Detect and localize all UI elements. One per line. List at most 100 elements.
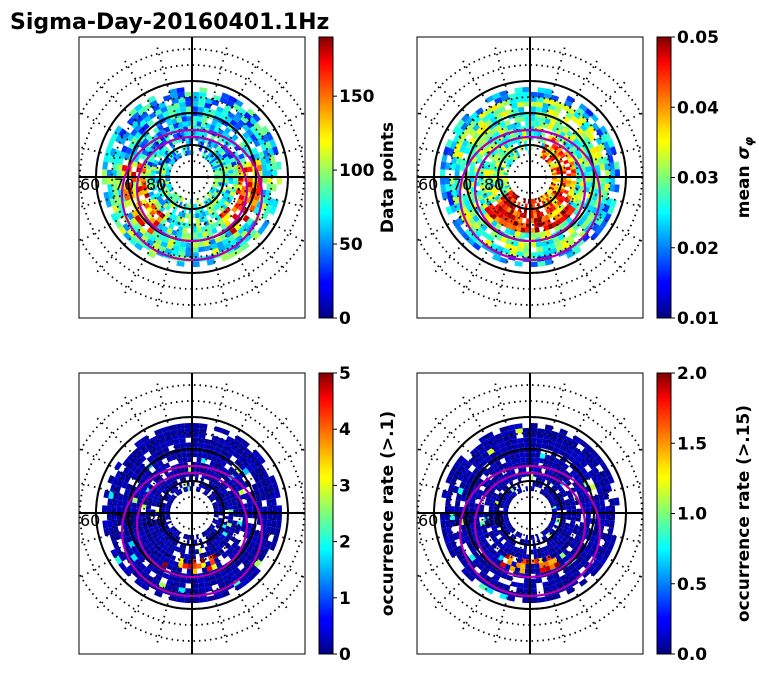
heatmap-cell <box>553 481 560 488</box>
heatmap-cell <box>555 437 564 445</box>
heatmap-cell <box>503 479 509 485</box>
heatmap-cell <box>272 505 278 513</box>
panel-frame <box>78 372 306 655</box>
heatmap-cell <box>142 189 149 195</box>
heatmap-cell <box>494 97 503 105</box>
heatmap-cell <box>154 492 161 498</box>
heatmap-cell <box>555 536 562 543</box>
heatmap-cell <box>512 546 518 552</box>
heatmap-cell <box>172 245 180 252</box>
heatmap-cell <box>143 538 151 546</box>
heatmap-cell <box>226 522 232 528</box>
heatmap-cell <box>598 493 605 501</box>
heatmap-cell <box>116 519 123 527</box>
heatmap-cell <box>441 191 448 201</box>
heatmap-cell <box>213 178 219 182</box>
heatmap-cell <box>490 555 498 563</box>
heatmap-cell <box>245 561 254 570</box>
heatmap-cell <box>506 460 513 467</box>
heatmap-cell <box>452 149 460 158</box>
heatmap-cell <box>517 106 525 113</box>
heatmap-cell <box>185 150 189 156</box>
heatmap-cell <box>483 133 491 141</box>
heatmap-cell <box>591 542 599 551</box>
heatmap-cell <box>561 578 571 586</box>
heatmap-cell <box>209 124 216 131</box>
heatmap-cell <box>497 464 505 472</box>
heatmap-cell <box>502 99 511 107</box>
heatmap-cell <box>469 447 479 457</box>
heatmap-cell <box>556 168 562 173</box>
heatmap-cell <box>504 501 511 506</box>
heatmap-cell <box>166 501 173 506</box>
heatmap-cell <box>158 101 167 109</box>
heatmap-cell <box>262 506 268 513</box>
heatmap-cell <box>204 102 212 109</box>
heatmap-cell <box>229 227 238 235</box>
heatmap-cell <box>490 522 496 528</box>
heatmap-cell <box>492 156 499 162</box>
heatmap-cell <box>235 447 244 456</box>
heatmap-cell <box>152 542 160 550</box>
heatmap-cell <box>475 238 484 247</box>
heatmap-cell <box>448 468 457 477</box>
heatmap-cell <box>538 221 544 228</box>
heatmap-cell <box>549 186 555 191</box>
heatmap-cell <box>555 581 564 589</box>
latitude-label: 60 <box>418 511 438 530</box>
oval-line-outer <box>458 128 602 262</box>
heatmap-cell <box>565 183 571 188</box>
heatmap-cell <box>503 541 509 547</box>
heatmap-cell <box>195 198 199 204</box>
heatmap-cell <box>235 570 244 579</box>
heatmap-cell <box>192 91 200 97</box>
heatmap-cell <box>222 195 228 201</box>
heatmap-cell <box>589 199 597 207</box>
heatmap-cell <box>605 177 611 184</box>
oval-line-inner <box>135 471 249 579</box>
heatmap-cell <box>477 153 484 160</box>
heatmap-cell <box>525 456 530 463</box>
heatmap-cell <box>158 581 167 589</box>
heatmap-cell <box>479 534 486 541</box>
heatmap-cell <box>151 440 161 448</box>
heatmap-cell <box>145 180 152 185</box>
heatmap-cell <box>275 161 282 170</box>
polar-grid <box>79 37 305 318</box>
heatmap-cell <box>486 111 495 120</box>
heatmap-cell <box>211 553 218 560</box>
heatmap-cell <box>551 178 557 182</box>
heatmap-cell <box>492 574 501 582</box>
heatmap-cell <box>208 495 214 501</box>
heatmap-cell <box>107 498 113 506</box>
heatmap-cell <box>594 500 601 508</box>
heatmap-cell <box>179 241 187 248</box>
heatmap-cell <box>488 505 494 510</box>
heatmap-cell <box>168 477 174 483</box>
heatmap-cell <box>554 241 562 248</box>
heatmap-cell <box>504 217 511 224</box>
heatmap-cell <box>145 169 152 174</box>
heatmap-cell <box>211 520 218 525</box>
heatmap-cell <box>134 558 143 567</box>
heatmap-cell <box>497 218 505 226</box>
heatmap-cell <box>257 472 265 482</box>
heatmap-cell <box>480 525 487 531</box>
heatmap-cell <box>563 99 573 108</box>
heatmap-cell <box>231 542 238 549</box>
heatmap-cell <box>581 569 591 579</box>
heatmap-cell <box>154 428 163 436</box>
heatmap-cell <box>454 177 460 184</box>
heatmap-cell <box>101 505 108 513</box>
heatmap-cell <box>496 486 502 492</box>
heatmap-cell <box>544 118 551 125</box>
heatmap-cell <box>132 161 138 168</box>
heatmap-cell <box>215 544 222 551</box>
heatmap-cell <box>139 153 146 160</box>
heatmap-cell <box>494 195 500 201</box>
heatmap-cell <box>549 119 556 127</box>
heatmap-cell <box>214 110 222 118</box>
heatmap-cell <box>523 578 530 584</box>
heatmap-cell <box>531 198 535 204</box>
